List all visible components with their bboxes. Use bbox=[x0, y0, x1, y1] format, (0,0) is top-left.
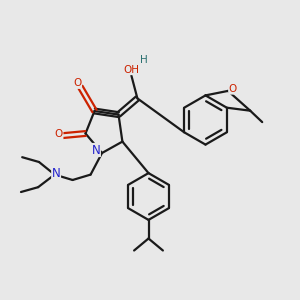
Text: H: H bbox=[140, 55, 148, 65]
Text: OH: OH bbox=[123, 64, 140, 75]
Text: N: N bbox=[52, 167, 61, 180]
Text: N: N bbox=[92, 143, 100, 157]
Text: O: O bbox=[229, 84, 237, 94]
Text: O: O bbox=[73, 78, 82, 88]
Text: O: O bbox=[55, 129, 63, 139]
